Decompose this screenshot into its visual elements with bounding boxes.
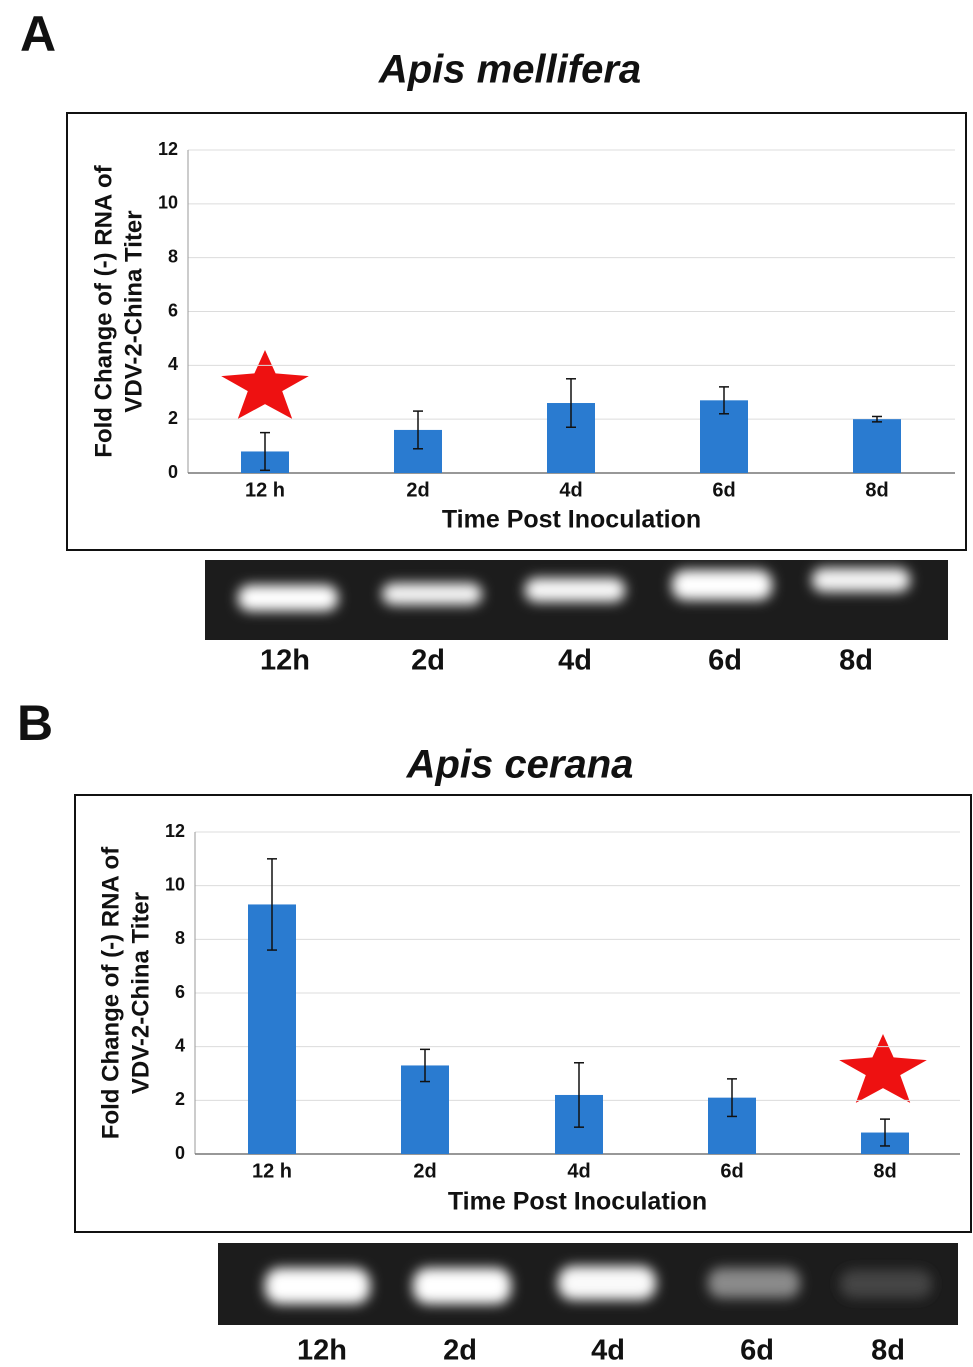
gel-bands: [238, 568, 910, 611]
chart-title: Apis cerana: [406, 743, 634, 787]
x-tick-label: 12 h: [252, 1160, 292, 1182]
x-tick-label: 2d: [406, 479, 429, 501]
gel-band: [413, 1268, 511, 1304]
y-axis-label: VDV-2-China Titer: [120, 210, 147, 412]
bar: [853, 419, 901, 473]
gel-lane-label: 8d: [839, 645, 873, 677]
chart-frame: [74, 794, 972, 1233]
panel-label: A: [20, 6, 56, 62]
x-axis-label: Time Post Inoculation: [448, 1188, 707, 1216]
gel-band: [558, 1266, 656, 1300]
x-tick-label: 4d: [559, 479, 582, 501]
gel-lane-label: 12h: [297, 1335, 347, 1367]
chart-title: Apis mellifera: [378, 48, 641, 92]
gel-lane-label: 4d: [591, 1335, 625, 1367]
gel-lane-label: 6d: [740, 1335, 774, 1367]
gel-lane-label: 4d: [558, 645, 592, 677]
gel-lane-label: 2d: [443, 1335, 477, 1367]
y-axis-label: Fold Change of (-) RNA of: [97, 846, 124, 1139]
gel-band: [812, 568, 910, 592]
y-tick-label: 12: [158, 139, 178, 159]
y-tick-label: 0: [168, 462, 178, 482]
gel-bands: [265, 1266, 932, 1304]
y-tick-label: 4: [168, 354, 178, 374]
gel-lane-label: 12h: [260, 645, 310, 677]
gel-band: [840, 1270, 932, 1298]
panel-label: B: [17, 695, 53, 751]
gel-lane-label: 8d: [871, 1335, 905, 1367]
y-tick-label: 2: [175, 1089, 185, 1109]
gel-lane-label: 2d: [411, 645, 445, 677]
y-tick-label: 12: [165, 821, 185, 841]
y-tick-label: 10: [158, 193, 178, 213]
x-tick-label: 4d: [567, 1160, 590, 1182]
y-axis-label: Fold Change of (-) RNA of: [90, 164, 117, 457]
gel-band: [238, 585, 338, 611]
x-tick-label: 6d: [720, 1160, 743, 1182]
y-tick-label: 4: [175, 1035, 185, 1055]
x-tick-label: 8d: [873, 1160, 896, 1182]
y-tick-label: 6: [168, 300, 178, 320]
y-axis-label: VDV-2-China Titer: [127, 892, 154, 1094]
y-tick-label: 0: [175, 1143, 185, 1163]
x-tick-label: 2d: [413, 1160, 436, 1182]
y-tick-label: 8: [168, 246, 178, 266]
y-tick-label: 2: [168, 408, 178, 428]
gel-band: [708, 1268, 800, 1298]
x-tick-label: 6d: [712, 479, 735, 501]
chart-frame: [66, 112, 967, 551]
star-marker: [839, 1034, 927, 1103]
y-tick-label: 10: [165, 874, 185, 894]
x-axis-label: Time Post Inoculation: [442, 506, 701, 534]
gel-band: [525, 578, 625, 602]
gel-band: [672, 570, 772, 600]
gel-band: [382, 583, 482, 605]
gel-band: [265, 1268, 370, 1304]
x-tick-label: 8d: [865, 479, 888, 501]
gel-lane-label: 6d: [708, 645, 742, 677]
y-tick-label: 6: [175, 982, 185, 1002]
star-marker: [221, 350, 309, 419]
y-tick-label: 8: [175, 928, 185, 948]
x-tick-label: 12 h: [245, 479, 285, 501]
